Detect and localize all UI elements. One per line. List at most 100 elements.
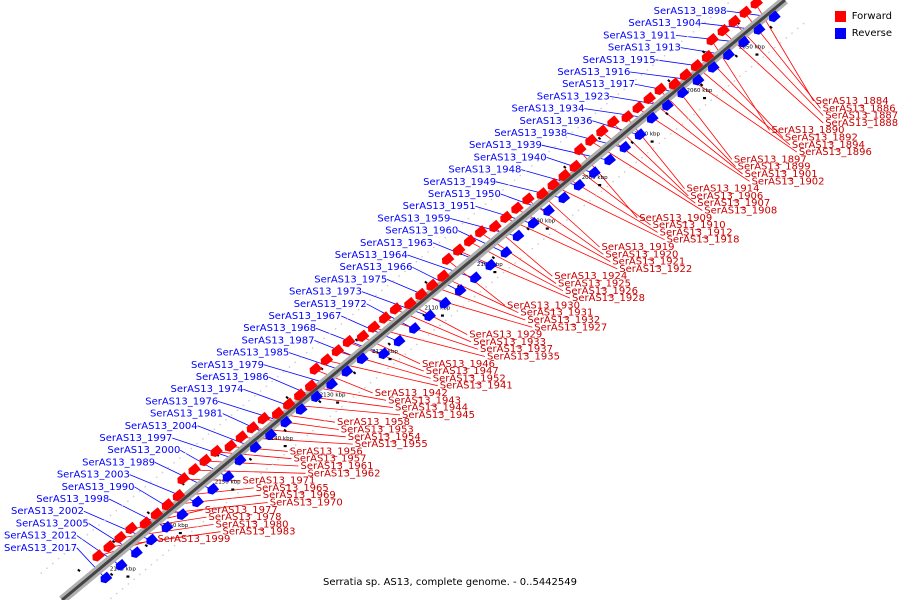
forward-gene-arrow[interactable] xyxy=(342,334,356,348)
forward-gene-arrow[interactable] xyxy=(522,192,535,205)
forward-gene-arrow[interactable] xyxy=(271,406,285,419)
forward-gene-arrow[interactable] xyxy=(103,540,116,553)
reverse-gene-arrow[interactable] xyxy=(634,128,647,140)
reverse-gene-arrow[interactable] xyxy=(527,216,540,229)
reverse-gene-arrow[interactable] xyxy=(192,495,204,508)
forward-gene-arrow[interactable] xyxy=(558,168,572,182)
forward-gene-arrow[interactable] xyxy=(569,159,583,172)
forward-gene-arrow[interactable] xyxy=(139,516,153,529)
forward-gene-arrow[interactable] xyxy=(621,110,634,123)
forward-gene-arrow[interactable] xyxy=(607,115,620,128)
reverse-gene-arrow[interactable] xyxy=(543,204,555,216)
reverse-gene-arrow[interactable] xyxy=(265,428,277,441)
forward-gene-arrow[interactable] xyxy=(257,411,271,425)
forward-gene-arrow[interactable] xyxy=(547,178,561,191)
reverse-gene-arrow[interactable] xyxy=(424,309,436,322)
forward-gene-arrow[interactable] xyxy=(294,388,307,401)
forward-gene-arrow[interactable] xyxy=(114,530,127,544)
forward-gene-arrow[interactable] xyxy=(585,133,598,146)
forward-gene-arrow[interactable] xyxy=(199,453,212,467)
forward-gene-arrow[interactable] xyxy=(464,234,477,247)
reverse-gene-arrow[interactable] xyxy=(454,284,467,296)
forward-gene-arrow[interactable] xyxy=(441,252,455,265)
forward-gene-arrow[interactable] xyxy=(500,210,513,223)
reverse-gene-arrow[interactable] xyxy=(393,334,406,347)
forward-gene-arrow[interactable] xyxy=(489,219,502,233)
forward-gene-arrow[interactable] xyxy=(739,5,753,18)
forward-gene-arrow[interactable] xyxy=(161,498,175,511)
reverse-gene-arrow[interactable] xyxy=(326,377,338,390)
reverse-gene-arrow[interactable] xyxy=(604,153,616,166)
forward-gene-arrow[interactable] xyxy=(188,463,201,476)
forward-gene-arrow[interactable] xyxy=(717,23,730,37)
reverse-gene-arrow[interactable] xyxy=(295,403,308,415)
reverse-gene-arrow[interactable] xyxy=(753,23,766,35)
forward-gene-arrow[interactable] xyxy=(390,302,403,315)
forward-gene-arrow[interactable] xyxy=(701,49,715,63)
forward-gene-arrow[interactable] xyxy=(426,278,439,291)
reverse-gene-arrow[interactable] xyxy=(280,415,293,428)
reverse-gene-arrow[interactable] xyxy=(589,166,601,178)
reverse-gene-arrow[interactable] xyxy=(234,453,247,466)
reverse-gene-arrow[interactable] xyxy=(341,365,354,377)
forward-gene-arrow[interactable] xyxy=(632,100,645,114)
forward-gene-arrow[interactable] xyxy=(404,296,417,310)
forward-gene-arrow[interactable] xyxy=(574,142,587,156)
reverse-gene-arrow[interactable] xyxy=(222,470,235,482)
reverse-gene-arrow[interactable] xyxy=(378,347,391,360)
forward-gene-arrow[interactable] xyxy=(668,77,682,90)
reverse-gene-arrow[interactable] xyxy=(662,99,674,111)
forward-gene-arrow[interactable] xyxy=(235,430,249,443)
reverse-gene-arrow[interactable] xyxy=(131,546,143,558)
forward-gene-arrow[interactable] xyxy=(750,0,764,9)
forward-gene-arrow[interactable] xyxy=(246,421,260,434)
forward-gene-arrow[interactable] xyxy=(690,59,704,72)
reverse-gene-arrow[interactable] xyxy=(692,73,705,86)
reverse-gene-arrow[interactable] xyxy=(146,533,159,546)
forward-gene-arrow[interactable] xyxy=(125,521,138,535)
forward-gene-arrow[interactable] xyxy=(437,269,450,282)
reverse-gene-arrow[interactable] xyxy=(768,10,781,23)
forward-gene-arrow[interactable] xyxy=(150,507,164,520)
forward-gene-arrow[interactable] xyxy=(379,311,392,324)
forward-gene-arrow[interactable] xyxy=(224,439,238,452)
forward-gene-arrow[interactable] xyxy=(92,549,105,562)
forward-gene-arrow[interactable] xyxy=(177,472,190,485)
forward-gene-arrow[interactable] xyxy=(728,14,742,28)
forward-gene-arrow[interactable] xyxy=(305,379,318,392)
reverse-gene-arrow[interactable] xyxy=(723,48,735,61)
forward-gene-arrow[interactable] xyxy=(596,124,609,137)
reverse-gene-arrow[interactable] xyxy=(512,229,525,242)
reverse-gene-arrow[interactable] xyxy=(207,482,220,495)
reverse-gene-arrow[interactable] xyxy=(176,508,189,520)
forward-gene-arrow[interactable] xyxy=(679,68,693,81)
reverse-gene-arrow[interactable] xyxy=(738,35,751,48)
forward-gene-arrow[interactable] xyxy=(643,91,657,105)
forward-gene-arrow[interactable] xyxy=(331,344,345,357)
forward-gene-arrow[interactable] xyxy=(309,362,323,375)
forward-gene-arrow[interactable] xyxy=(172,489,186,502)
reverse-gene-arrow[interactable] xyxy=(485,258,498,271)
forward-gene-arrow[interactable] xyxy=(706,33,719,46)
forward-gene-arrow[interactable] xyxy=(367,320,381,333)
reverse-gene-arrow[interactable] xyxy=(115,558,128,571)
reverse-gene-arrow[interactable] xyxy=(356,352,369,365)
reverse-gene-arrow[interactable] xyxy=(646,111,659,124)
reverse-gene-arrow[interactable] xyxy=(311,390,323,403)
forward-gene-arrow[interactable] xyxy=(654,82,668,95)
forward-gene-arrow[interactable] xyxy=(356,329,370,342)
reverse-gene-arrow[interactable] xyxy=(619,140,632,153)
forward-gene-arrow[interactable] xyxy=(475,225,488,238)
forward-gene-arrow[interactable] xyxy=(511,201,524,214)
reverse-gene-arrow[interactable] xyxy=(677,86,690,99)
forward-gene-arrow[interactable] xyxy=(415,287,428,301)
reverse-gene-arrow[interactable] xyxy=(573,178,586,191)
forward-gene-arrow[interactable] xyxy=(283,397,296,410)
reverse-gene-arrow[interactable] xyxy=(161,520,174,533)
forward-gene-arrow[interactable] xyxy=(536,187,549,200)
reverse-gene-arrow[interactable] xyxy=(707,61,720,73)
forward-gene-arrow[interactable] xyxy=(210,444,223,457)
reverse-gene-arrow[interactable] xyxy=(558,191,571,204)
reverse-gene-arrow[interactable] xyxy=(250,441,262,453)
